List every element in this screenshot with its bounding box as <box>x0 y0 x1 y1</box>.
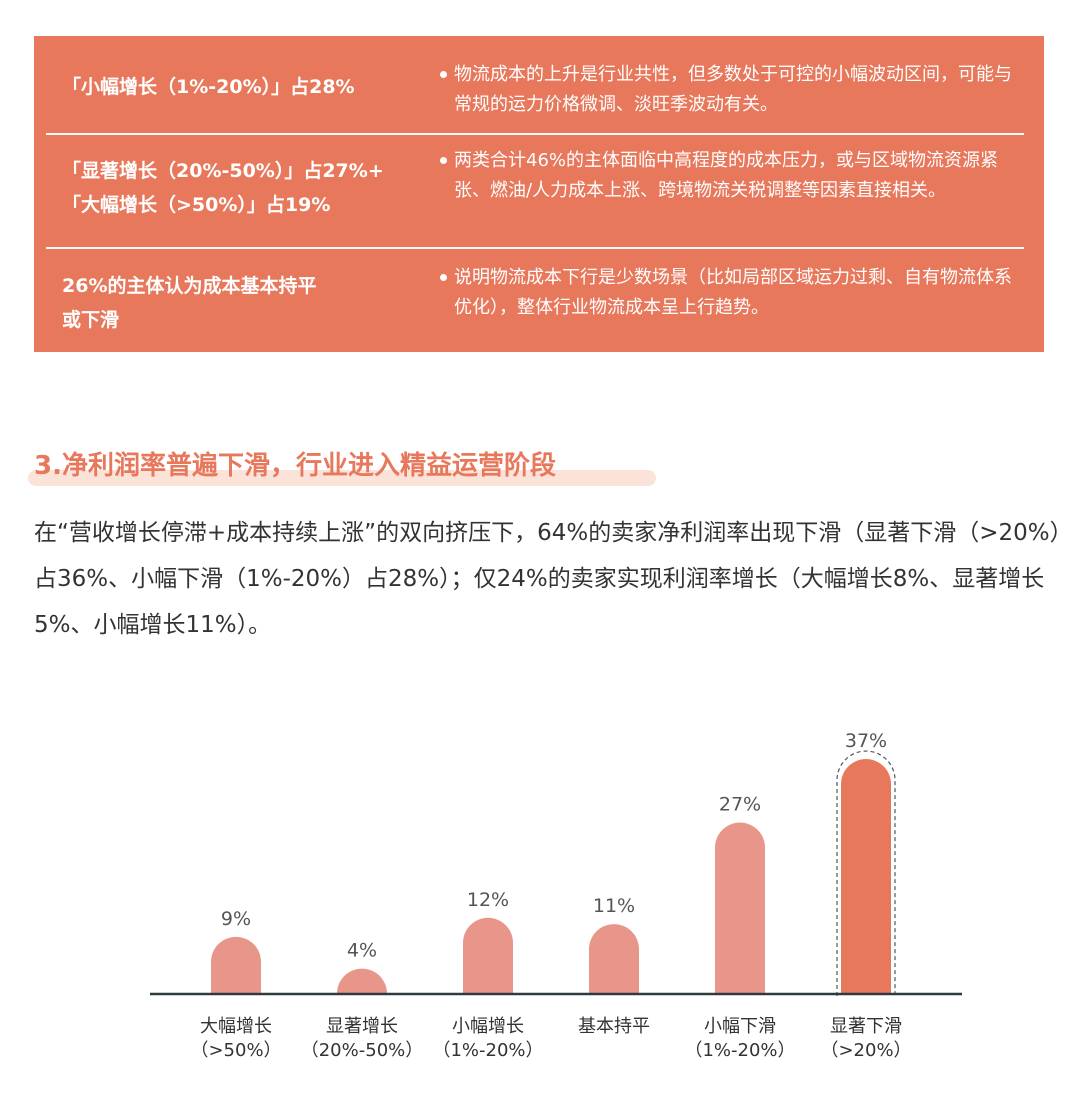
heading-highlight <box>28 470 656 486</box>
bar <box>841 759 891 994</box>
row-title: 「小幅增长（1%-20%）」占28% <box>62 70 412 104</box>
category-label: 小幅下滑 <box>704 1016 776 1037</box>
category-label: （>20%） <box>820 1040 911 1061</box>
category-label: 显著下滑 <box>830 1016 902 1037</box>
category-label: 显著增长 <box>326 1016 398 1037</box>
bar <box>337 968 387 994</box>
category-label: （1%-20%） <box>432 1040 543 1061</box>
row-title-line: 「大幅增长（>50%）」占19% <box>62 194 331 216</box>
category-label: 基本持平 <box>578 1016 650 1037</box>
table-row: 26%的主体认为成本基本持平 或下滑 说明物流成本下行是少数场景（比如局部区域运… <box>34 248 1044 352</box>
row-description: 说明物流成本下行是少数场景（比如局部区域运力过剩、自有物流体系优化），整体行业物… <box>440 263 1022 323</box>
summary-table: 「小幅增长（1%-20%）」占28% 物流成本的上升是行业共性，但多数处于可控的… <box>34 36 1044 352</box>
row-description: 两类合计46%的主体面临中高程度的成本压力，或与区域物流资源紧张、燃油/人力成本… <box>440 146 1022 206</box>
bar-value-label: 12% <box>467 889 509 911</box>
row-divider <box>46 247 1024 249</box>
row-divider <box>46 133 1024 135</box>
row-title: 「显著增长（20%-50%）」占27%+ 「大幅增长（>50%）」占19% <box>62 154 412 222</box>
bar-value-label: 9% <box>221 908 251 930</box>
section-heading-text: 3.净利润率普遍下滑，行业进入精益运营阶段 <box>34 451 556 481</box>
row-title-line: 或下滑 <box>62 309 120 331</box>
bar <box>715 822 765 994</box>
bar <box>589 924 639 994</box>
category-label: 大幅增长 <box>200 1016 272 1037</box>
table-row: 「小幅增长（1%-20%）」占28% 物流成本的上升是行业共性，但多数处于可控的… <box>34 36 1044 133</box>
table-row: 「显著增长（20%-50%）」占27%+ 「大幅增长（>50%）」占19% 两类… <box>34 134 1044 247</box>
row-description: 物流成本的上升是行业共性，但多数处于可控的小幅波动区间，可能与常规的运力价格微调… <box>440 60 1022 120</box>
profit-margin-bar-chart: 9% 大幅增长 （>50%） 4% 显著增长 （20%-50%） 12% 小幅增长 （1%-20… <box>150 730 962 1061</box>
category-label: （1%-20%） <box>684 1040 795 1061</box>
section-paragraph: 在“营收增长停滞+成本持续上涨”的双向挤压下，64%的卖家净利润率出现下滑（显著… <box>34 520 1073 638</box>
category-label: 小幅增长 <box>452 1016 524 1037</box>
row-title-line: 26%的主体认为成本基本持平 <box>62 275 317 297</box>
bar <box>211 936 261 994</box>
row-title-line: 「小幅增长（1%-20%）」占28% <box>62 76 355 98</box>
category-label: （>50%） <box>190 1040 281 1061</box>
bar-value-label: 11% <box>593 895 635 917</box>
highlight-outline <box>836 750 896 996</box>
bar-value-label: 27% <box>719 794 761 816</box>
row-title-line: 「显著增长（20%-50%）」占27%+ <box>62 160 384 182</box>
bar-value-label: 37% <box>845 730 887 752</box>
bar-value-label: 4% <box>347 940 377 962</box>
category-label: （20%-50%） <box>301 1040 424 1061</box>
row-title: 26%的主体认为成本基本持平 或下滑 <box>62 269 412 337</box>
section-heading: 3.净利润率普遍下滑，行业进入精益运营阶段 <box>28 444 656 488</box>
bar <box>463 917 513 994</box>
